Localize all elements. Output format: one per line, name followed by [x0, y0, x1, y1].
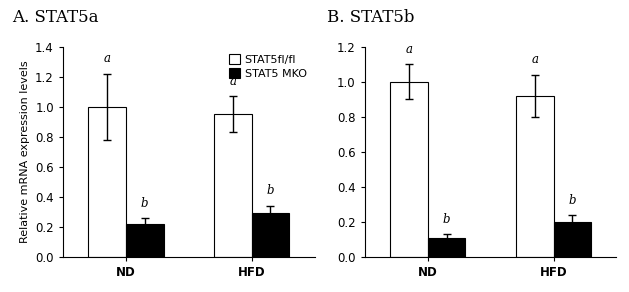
Text: b: b: [267, 185, 274, 197]
Legend: STAT5fl/fl, STAT5 MKO: STAT5fl/fl, STAT5 MKO: [227, 52, 309, 81]
Text: a: a: [405, 43, 413, 56]
Text: b: b: [569, 194, 576, 206]
Bar: [252, 213, 289, 257]
Text: A. STAT5a: A. STAT5a: [13, 9, 99, 26]
Bar: [88, 107, 126, 257]
Text: b: b: [443, 213, 450, 226]
Y-axis label: Relative mRNA expression levels: Relative mRNA expression levels: [19, 60, 30, 243]
Bar: [390, 82, 428, 257]
Text: a: a: [103, 52, 111, 65]
Text: B. STAT5b: B. STAT5b: [327, 9, 415, 26]
Bar: [428, 238, 465, 257]
Text: a: a: [531, 53, 538, 66]
Bar: [516, 96, 554, 257]
Bar: [214, 114, 252, 257]
Text: b: b: [141, 197, 148, 209]
Text: a: a: [229, 75, 237, 88]
Bar: [554, 222, 591, 257]
Bar: [126, 224, 164, 257]
